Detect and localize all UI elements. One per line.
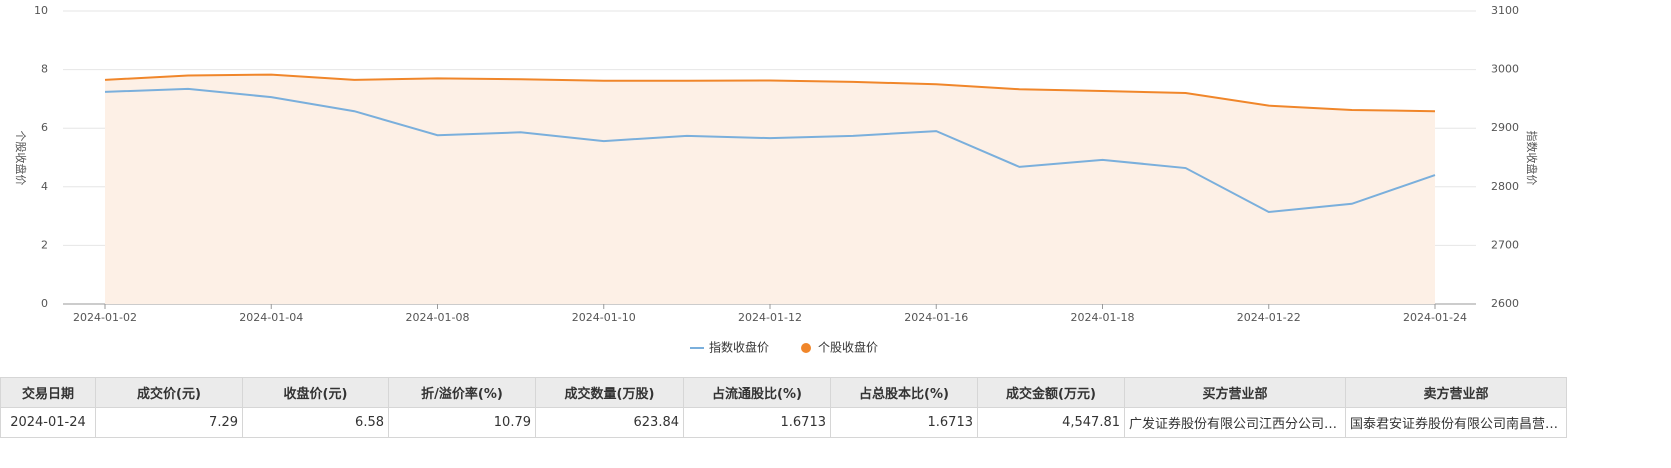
cell: 国泰君安证券股份有限公司南昌营业部: [1345, 407, 1567, 438]
legend-label: 个股收盘价: [818, 340, 878, 355]
x-tick-label: 2024-01-04: [239, 311, 303, 324]
header-cell: 卖方营业部: [1345, 377, 1567, 408]
cell: 623.84: [535, 407, 684, 438]
y2-tick-label: 3000: [1491, 63, 1519, 76]
header-cell: 买方营业部: [1124, 377, 1346, 408]
y2-tick-label: 2600: [1491, 297, 1519, 310]
x-tick-label: 2024-01-18: [1071, 311, 1135, 324]
series-line: [104, 73, 1436, 113]
header-cell: 折/溢价率(%): [388, 377, 536, 408]
header-row: 交易日期 成交价(元) 收盘价(元) 折/溢价率(%) 成交数量(万股) 占流通股比(%)…: [0, 377, 1567, 408]
cell: 7.29: [95, 407, 243, 438]
header-cell: 收盘价(元): [242, 377, 389, 408]
legend-label: 指数收盘价: [709, 340, 769, 355]
y-tick-label: 10: [34, 4, 48, 17]
y-axis-label: 个股收盘价: [14, 131, 28, 186]
y-tick-label: 2: [41, 238, 48, 251]
series-area: [105, 74, 1435, 305]
x-tick-label: 2024-01-10: [572, 311, 636, 324]
y2-tick-label: 3100: [1491, 4, 1519, 17]
y2-tick-label: 2800: [1491, 180, 1519, 193]
x-tick-label: 2024-01-08: [406, 311, 470, 324]
trade-table: 交易日期 成交价(元) 收盘价(元) 折/溢价率(%) 成交数量(万股) 占流通股比(%)…: [0, 377, 1567, 438]
header-cell: 成交价(元): [95, 377, 243, 408]
cell: 6.58: [242, 407, 389, 438]
header-cell: 占总股本比(%): [830, 377, 978, 408]
x-tick-label: 2024-01-24: [1403, 311, 1467, 324]
header-cell: 成交数量(万股): [535, 377, 684, 408]
y-tick-label: 8: [41, 63, 48, 76]
cell: 1.6713: [830, 407, 978, 438]
data-row: 2024-01-24 7.29 6.58 10.79 623.84 1.6713 1.671…: [0, 407, 1567, 438]
series-line: [104, 87, 1436, 214]
legend-swatch: [801, 343, 812, 353]
y2-axis-label: 指数收盘价: [1525, 131, 1539, 186]
cell: 1.6713: [683, 407, 831, 438]
x-tick-label: 2024-01-12: [738, 311, 802, 324]
y2-tick-label: 2900: [1491, 121, 1519, 134]
cell: 4,547.81: [977, 407, 1125, 438]
y-tick-label: 0: [41, 297, 48, 310]
chart: 个股收盘价 指数收盘价 0 2 4 6 8 10 2600 2700 2800 2900 3000 3…: [14, 4, 1539, 355]
x-tick-label: 2024-01-02: [73, 311, 137, 324]
header-cell: 占流通股比(%): [683, 377, 831, 408]
x-tick-label: 2024-01-22: [1237, 311, 1301, 324]
cell: 广发证券股份有限公司江西分公司南昌营业部: [1124, 407, 1346, 438]
y2-tick-label: 2700: [1491, 238, 1519, 251]
x-tick-label: 2024-01-16: [904, 311, 968, 324]
cell: 10.79: [388, 407, 536, 438]
header-cell: 成交金额(万元): [977, 377, 1125, 408]
cell: 2024-01-24: [0, 407, 96, 438]
y-tick-label: 6: [41, 121, 48, 134]
y-tick-label: 4: [41, 180, 48, 193]
header-cell: 交易日期: [0, 377, 96, 408]
